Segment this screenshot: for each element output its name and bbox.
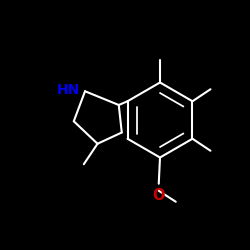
Text: O: O (152, 188, 165, 203)
Text: HN: HN (56, 83, 80, 97)
